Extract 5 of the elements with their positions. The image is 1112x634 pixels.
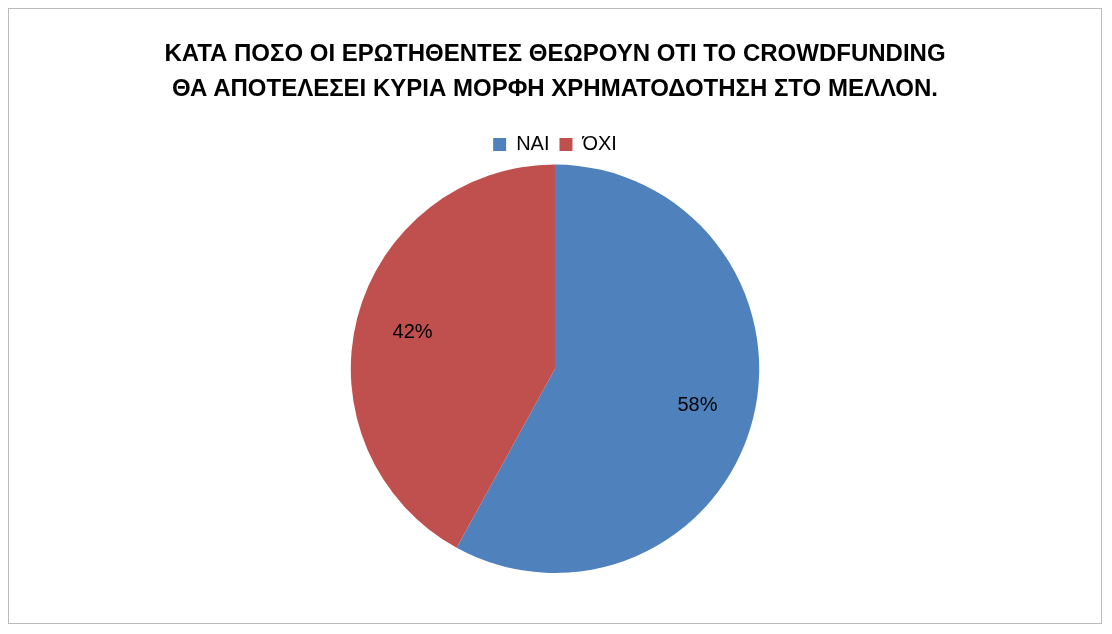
data-label: 58% xyxy=(677,392,718,415)
legend-label: ΌΧΙ xyxy=(581,132,617,155)
data-label: 42% xyxy=(392,319,433,342)
legend-label: ΝΑΙ xyxy=(516,132,550,155)
chart-title: ΚΑΤΑ ΠΟΣΟ ΟΙ ΕΡΩΤΗΘΕΝΤΕΣ ΘΕΩΡΟΥΝ ΟΤΙ ΤΟ CROWDFUNDING ΘΑ ΑΠΟΤΕΛΕΣΕΙ ΚΥΡΙΑ ΜΟΡΦΗ ΧΡΗΜΑΤΟΔΟΤΗΣΗ ΣΤΟ ΜΕΛΛΟΝ. xyxy=(164,39,946,101)
